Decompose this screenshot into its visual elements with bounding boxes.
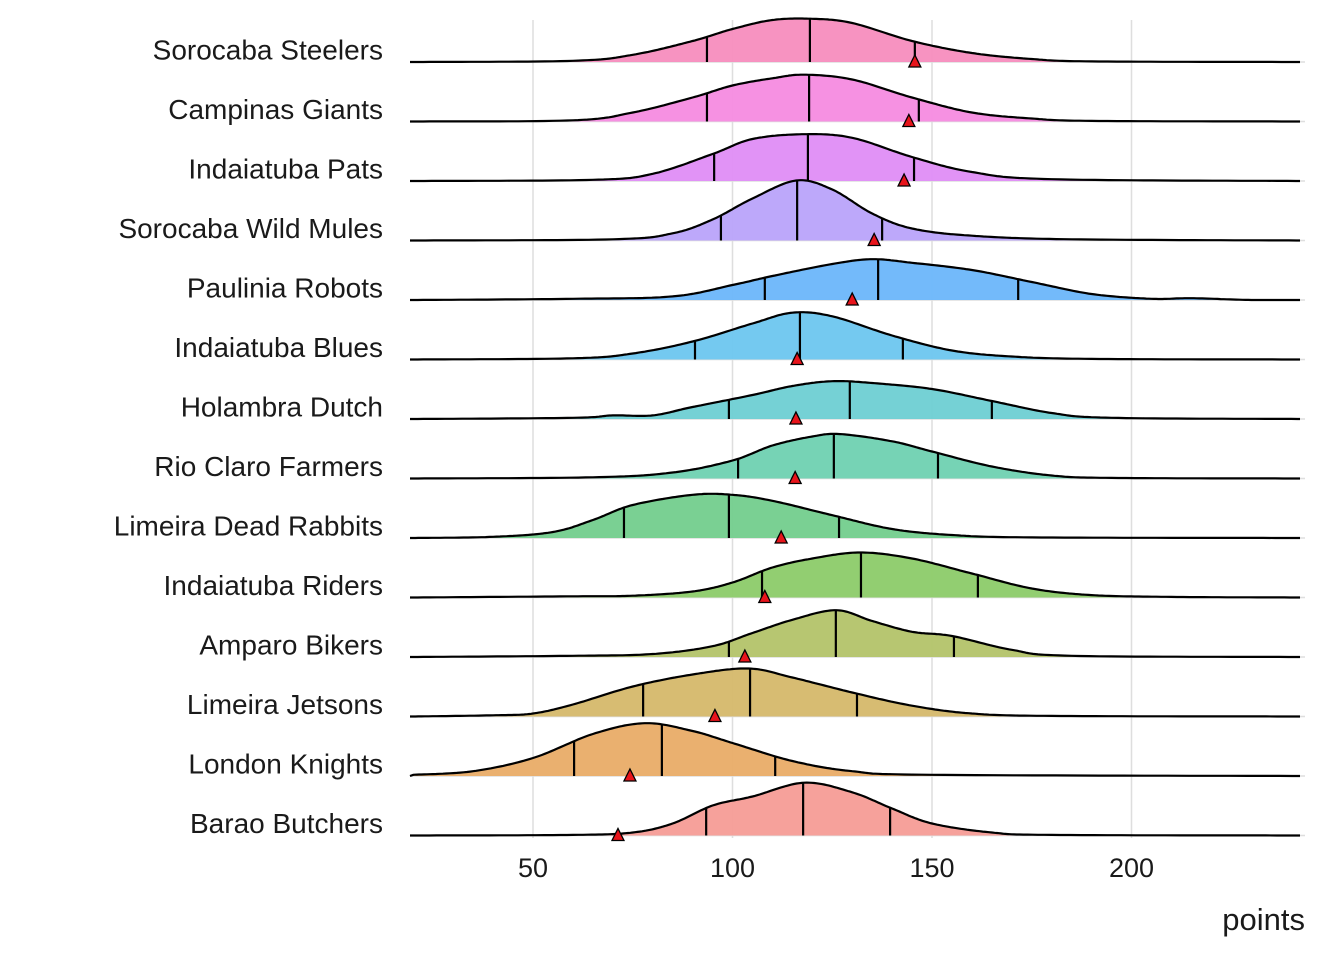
density-line: [410, 609, 1300, 659]
y-tick-label: Limeira Dead Rabbits: [114, 511, 383, 542]
ridge-indaiatuba-blues: [410, 311, 1300, 366]
ridge-paulinia-robots: [410, 258, 1300, 306]
marker-triangle: [790, 351, 805, 366]
x-tick-label: 50: [518, 853, 548, 883]
marker-triangle: [788, 410, 803, 425]
density-area: [410, 259, 1300, 300]
density-line: [410, 551, 1300, 599]
y-tick-label: Limeira Jetsons: [187, 689, 383, 720]
marker-triangle: [901, 113, 916, 128]
ridge-sorocaba-wild-mules: [410, 179, 1300, 247]
y-tick-label: Indaiatuba Blues: [174, 332, 383, 363]
ridge-limeira-jetsons: [410, 667, 1300, 723]
y-tick-label: London Knights: [188, 749, 383, 780]
density-line: [410, 781, 1300, 837]
marker-triangle: [707, 708, 722, 723]
y-tick-label: Barao Butchers: [190, 808, 383, 839]
y-tick-label: Rio Claro Farmers: [154, 451, 383, 482]
y-axis-labels: Sorocaba Steelers Campinas Giants Indaiatu…: [114, 35, 383, 839]
density-area: [410, 381, 1300, 419]
ridges: [409, 17, 1300, 842]
y-tick-label: Paulinia Robots: [187, 273, 383, 304]
density-area: [410, 552, 1300, 598]
density-line: [410, 73, 1300, 123]
density-line: [410, 380, 1300, 421]
marker-triangle: [845, 291, 860, 306]
density-area: [410, 134, 1300, 181]
ridge-london-knights: [409, 722, 1300, 782]
ridge-indaiatuba-pats: [410, 133, 1300, 187]
density-line: [410, 667, 1300, 718]
density-line: [410, 492, 1300, 540]
density-line: [410, 258, 1300, 302]
ridge-limeira-dead-rabbits: [410, 492, 1300, 544]
marker-triangle: [867, 232, 882, 247]
marker-triangle: [774, 529, 789, 544]
x-tick-label: 100: [710, 853, 755, 883]
density-line: [410, 133, 1300, 183]
marker-triangle: [788, 470, 803, 485]
density-area: [410, 180, 1300, 241]
x-tick-label: 200: [1109, 853, 1154, 883]
x-axis-ticks: 50 100 150 200: [518, 853, 1154, 883]
density-line: [410, 432, 1300, 480]
ridge-holambra-dutch: [410, 380, 1300, 425]
density-line: [410, 17, 1300, 64]
ridge-sorocaba-steelers: [410, 17, 1300, 68]
y-tick-label: Indaiatuba Pats: [188, 154, 383, 185]
y-tick-label: Sorocaba Wild Mules: [118, 213, 383, 244]
marker-triangle: [610, 827, 626, 842]
y-tick-label: Campinas Giants: [168, 94, 383, 125]
y-tick-label: Amparo Bikers: [199, 630, 383, 661]
y-tick-label: Indaiatuba Riders: [164, 570, 383, 601]
y-tick-label: Sorocaba Steelers: [153, 35, 383, 66]
marker-triangle: [897, 172, 912, 187]
y-tick-label: Holambra Dutch: [181, 392, 383, 423]
density-line: [410, 179, 1300, 242]
x-tick-label: 150: [909, 853, 954, 883]
marker-triangle: [622, 767, 638, 782]
density-area: [410, 668, 1300, 717]
density-area: [410, 493, 1300, 538]
density-line: [409, 722, 1300, 778]
density-area: [410, 312, 1300, 360]
density-area: [410, 433, 1300, 479]
marker-triangle: [907, 53, 922, 68]
density-area: [410, 723, 1300, 776]
marker-triangle: [737, 648, 752, 663]
ridge-campinas-giants: [410, 73, 1300, 128]
density-area: [410, 18, 1300, 62]
density-area: [410, 74, 1300, 122]
x-axis-title: points: [1222, 902, 1305, 937]
marker-triangle: [757, 589, 772, 604]
density-line: [410, 311, 1300, 361]
density-area: [410, 610, 1300, 657]
ridge-barao-butchers: [410, 781, 1300, 842]
ridge-amparo-bikers: [410, 609, 1300, 663]
ridge-rio-claro-farmers: [410, 432, 1300, 485]
ridge-indaiatuba-riders: [410, 551, 1300, 604]
density-area: [410, 782, 1300, 836]
